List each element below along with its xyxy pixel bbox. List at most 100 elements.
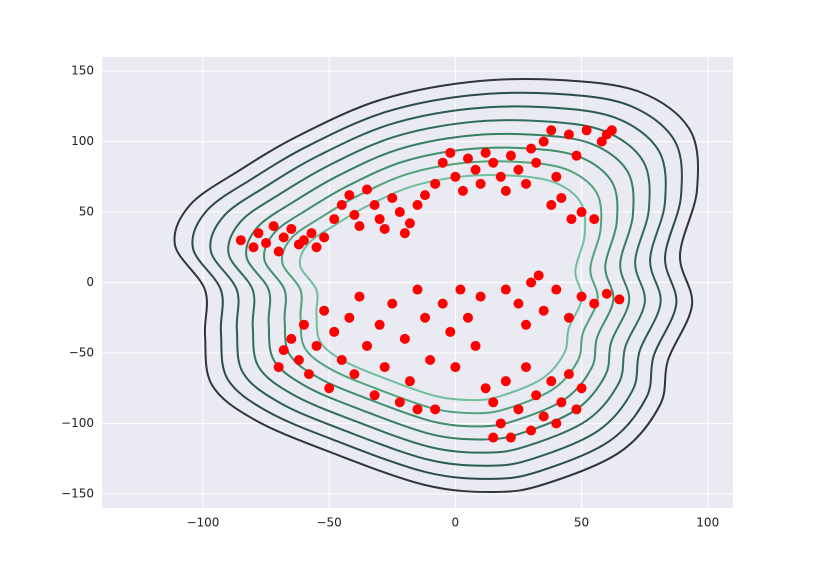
point xyxy=(526,277,537,288)
point xyxy=(362,184,373,195)
y-tick-label: 100 xyxy=(71,134,94,148)
point xyxy=(513,164,524,175)
point xyxy=(563,312,574,323)
point xyxy=(538,411,549,422)
point xyxy=(273,362,284,373)
point xyxy=(533,270,544,281)
point xyxy=(576,207,587,218)
point xyxy=(369,390,380,401)
point xyxy=(581,125,592,136)
point xyxy=(311,340,322,351)
point xyxy=(556,397,567,408)
point xyxy=(462,312,473,323)
contour-line xyxy=(209,105,667,467)
point xyxy=(450,171,461,182)
point xyxy=(412,284,423,295)
point xyxy=(394,207,405,218)
point xyxy=(505,432,516,443)
point xyxy=(430,178,441,189)
point xyxy=(425,355,436,366)
point xyxy=(538,136,549,147)
point xyxy=(306,228,317,239)
point xyxy=(500,185,511,196)
point xyxy=(475,178,486,189)
contour-line xyxy=(280,160,603,415)
point xyxy=(521,319,532,330)
point xyxy=(556,192,567,203)
point xyxy=(374,319,385,330)
point xyxy=(551,284,562,295)
point xyxy=(462,153,473,164)
point xyxy=(311,242,322,253)
point xyxy=(488,432,499,443)
point xyxy=(404,218,415,229)
point xyxy=(286,223,297,234)
point xyxy=(546,376,557,387)
point xyxy=(278,345,289,356)
point xyxy=(253,228,264,239)
density-contours xyxy=(173,78,700,494)
point xyxy=(538,305,549,316)
point xyxy=(354,291,365,302)
points xyxy=(235,125,625,443)
point xyxy=(521,362,532,373)
point xyxy=(387,192,398,203)
point xyxy=(354,221,365,232)
x-tick-label: −100 xyxy=(186,516,219,530)
point xyxy=(488,397,499,408)
point xyxy=(513,404,524,415)
point xyxy=(526,425,537,436)
point xyxy=(606,125,617,136)
point xyxy=(278,232,289,243)
contour-line xyxy=(227,119,651,454)
point xyxy=(470,340,481,351)
x-tick-label: 100 xyxy=(696,516,719,530)
point xyxy=(286,333,297,344)
point xyxy=(298,319,309,330)
point xyxy=(521,178,532,189)
point xyxy=(344,190,355,201)
point xyxy=(379,223,390,234)
point xyxy=(261,238,272,249)
point xyxy=(394,397,405,408)
point xyxy=(445,147,456,158)
point xyxy=(336,199,347,210)
point xyxy=(336,355,347,366)
point xyxy=(475,291,486,302)
point xyxy=(495,171,506,182)
point xyxy=(500,376,511,387)
point xyxy=(374,214,385,225)
point xyxy=(576,383,587,394)
point xyxy=(387,298,398,309)
point xyxy=(576,291,587,302)
x-tick-label: 50 xyxy=(574,516,589,530)
point xyxy=(329,326,340,337)
point xyxy=(268,221,279,232)
point xyxy=(248,242,259,253)
grid xyxy=(102,57,733,508)
y-tick-label: −50 xyxy=(69,345,94,359)
contour-line xyxy=(298,174,587,402)
point xyxy=(362,340,373,351)
point xyxy=(531,157,542,168)
point xyxy=(495,418,506,429)
point xyxy=(480,147,491,158)
point xyxy=(420,312,431,323)
point xyxy=(349,369,360,380)
contour-line xyxy=(245,132,635,441)
contour-line xyxy=(191,91,683,480)
point xyxy=(437,157,448,168)
point xyxy=(546,125,557,136)
point xyxy=(399,228,410,239)
point xyxy=(412,404,423,415)
point xyxy=(526,143,537,154)
point xyxy=(571,150,582,161)
point xyxy=(614,294,625,305)
contour-line xyxy=(263,146,619,428)
point xyxy=(488,157,499,168)
point xyxy=(596,136,607,147)
point xyxy=(293,355,304,366)
point xyxy=(513,298,524,309)
point xyxy=(369,199,380,210)
